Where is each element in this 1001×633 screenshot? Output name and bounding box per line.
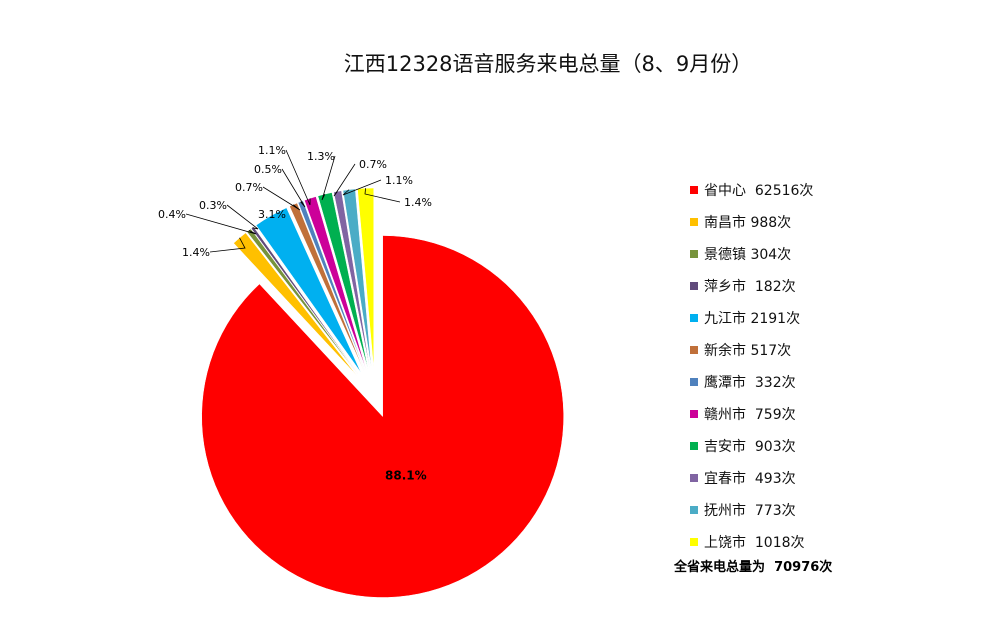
legend-label: 景德镇 304次 bbox=[704, 247, 792, 263]
legend-swatch bbox=[690, 250, 698, 258]
total-value: 70976次 bbox=[774, 560, 833, 575]
pie-slice-10 bbox=[333, 190, 371, 370]
legend-item: 鹰潭市 332次 bbox=[690, 366, 813, 398]
legend-item: 新余市 517次 bbox=[690, 334, 813, 366]
legend-label: 赣州市 759次 bbox=[704, 407, 796, 423]
legend-swatch bbox=[690, 474, 698, 482]
legend-item: 九江市 2191次 bbox=[690, 302, 813, 334]
pie-slice-7 bbox=[297, 200, 366, 371]
leader-line-9 bbox=[321, 155, 336, 201]
leader-line-10 bbox=[333, 163, 356, 197]
legend-item: 吉安市 903次 bbox=[690, 430, 813, 462]
legend-swatch bbox=[690, 282, 698, 290]
leader-line-11 bbox=[342, 179, 382, 196]
data-label-12: 1.4% bbox=[404, 196, 432, 209]
data-label-9: 1.3% bbox=[307, 150, 335, 163]
legend-label: 抚州市 773次 bbox=[704, 503, 796, 519]
legend-item: 省中心 62516次 bbox=[690, 174, 813, 206]
legend-label: 新余市 517次 bbox=[704, 343, 792, 359]
data-label-3: 0.4% bbox=[158, 208, 186, 221]
chart-legend: 省中心 62516次 南昌市 988次 景德镇 304次 萍乡市 182次 九江市 21… bbox=[690, 174, 813, 558]
legend-label: 省中心 62516次 bbox=[704, 183, 814, 199]
legend-item: 南昌市 988次 bbox=[690, 206, 813, 238]
leader-line-6 bbox=[262, 186, 301, 211]
leader-line-4 bbox=[226, 204, 259, 230]
total-calls: 全省来电总量为 70976次 bbox=[674, 556, 832, 575]
legend-label: 吉安市 903次 bbox=[704, 439, 796, 455]
data-label-4: 0.3% bbox=[199, 199, 227, 212]
data-label-5: 3.1% bbox=[258, 208, 286, 221]
legend-item: 赣州市 759次 bbox=[690, 398, 813, 430]
data-label-10: 0.7% bbox=[359, 158, 387, 171]
legend-item: 宜春市 493次 bbox=[690, 462, 813, 494]
legend-swatch bbox=[690, 186, 698, 194]
legend-item: 景德镇 304次 bbox=[690, 238, 813, 270]
leader-line-2 bbox=[209, 237, 246, 253]
legend-swatch bbox=[690, 442, 698, 450]
legend-label: 萍乡市 182次 bbox=[704, 279, 796, 295]
legend-label: 鹰潭市 332次 bbox=[704, 375, 796, 391]
data-label-6: 0.7% bbox=[235, 181, 263, 194]
leader-line-12 bbox=[364, 188, 401, 203]
legend-swatch bbox=[690, 410, 698, 418]
legend-swatch bbox=[690, 218, 698, 226]
legend-label: 九江市 2191次 bbox=[704, 311, 801, 327]
legend-swatch bbox=[690, 538, 698, 546]
data-label-7: 0.5% bbox=[254, 163, 282, 176]
legend-label: 南昌市 988次 bbox=[704, 215, 792, 231]
pie-slice-1 bbox=[201, 235, 564, 598]
data-label-11: 1.1% bbox=[385, 174, 413, 187]
pie-slices bbox=[201, 187, 564, 598]
legend-swatch bbox=[690, 506, 698, 514]
pie-slice-12 bbox=[357, 187, 374, 370]
leader-line-8 bbox=[285, 149, 311, 206]
pie-slice-8 bbox=[304, 196, 367, 371]
legend-item: 上饶市 1018次 bbox=[690, 526, 813, 558]
leader-line-7 bbox=[281, 168, 306, 208]
total-label: 全省来电总量为 bbox=[674, 560, 766, 575]
pie-slice-2 bbox=[233, 232, 358, 376]
chart-title: 江西12328语音服务来电总量（8、9月份） bbox=[343, 52, 753, 76]
pie-slice-5 bbox=[255, 207, 362, 373]
data-labels: 88.1% 1.4% 0.4% 0.3% 3.1% 0.7% 0.5% 1.1% 1.3% 0.7… bbox=[158, 144, 432, 483]
legend-item: 抚州市 773次 bbox=[690, 494, 813, 526]
legend-swatch bbox=[690, 378, 698, 386]
legend-swatch bbox=[690, 346, 698, 354]
pie-slice-9 bbox=[317, 192, 369, 370]
data-label-1: 88.1% bbox=[385, 469, 427, 483]
legend-label: 上饶市 1018次 bbox=[704, 535, 805, 551]
data-label-2: 1.4% bbox=[182, 246, 210, 259]
legend-label: 宜春市 493次 bbox=[704, 471, 796, 487]
legend-swatch bbox=[690, 314, 698, 322]
legend-item: 萍乡市 182次 bbox=[690, 270, 813, 302]
leader-line-3 bbox=[185, 213, 257, 235]
data-label-8: 1.1% bbox=[258, 144, 286, 157]
